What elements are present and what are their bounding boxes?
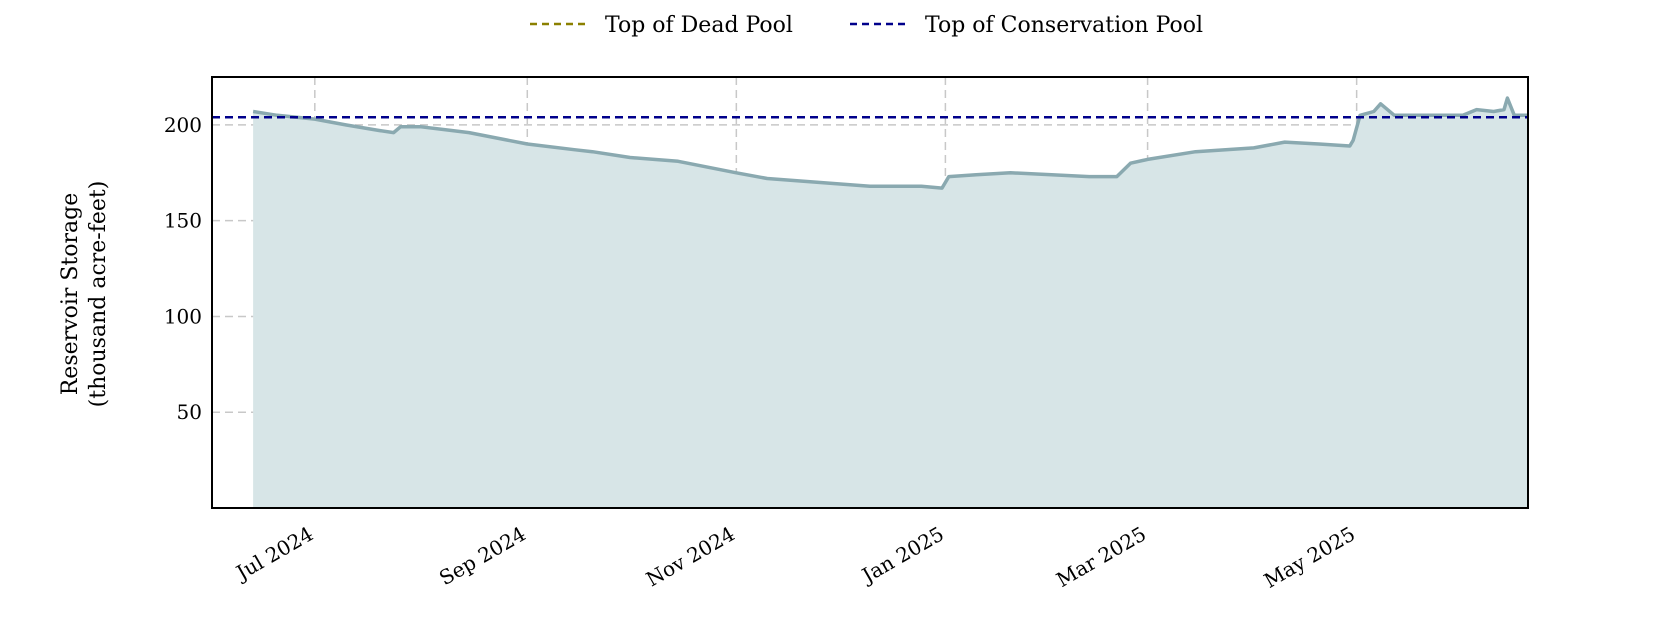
y-tick-label: 50 xyxy=(177,400,202,424)
x-tick-label: May 2025 xyxy=(1260,522,1359,593)
legend: Top of Dead Pool Top of Conservation Poo… xyxy=(530,13,1203,38)
x-tick-label: Sep 2024 xyxy=(435,522,530,591)
plot-frame xyxy=(211,76,1529,509)
y-tick-label: 150 xyxy=(164,209,202,233)
y-tick-label: 100 xyxy=(164,304,202,328)
storage-area-fill xyxy=(253,98,1529,508)
x-tick-label: Mar 2025 xyxy=(1052,522,1150,592)
storage-line xyxy=(252,96,1528,190)
series-layer xyxy=(252,96,1529,508)
y-axis-label-line-2: (thousand acre-feet) xyxy=(86,181,111,408)
x-tick-label: Jul 2024 xyxy=(230,522,317,586)
legend-label-dead-pool: Top of Dead Pool xyxy=(605,13,793,38)
y-axis-label: Reservoir Storage (thousand acre-feet) xyxy=(58,181,111,408)
y-tick-label: 200 xyxy=(164,113,202,137)
y-axis-label-line-1: Reservoir Storage xyxy=(58,193,83,396)
x-tick-label: Jan 2025 xyxy=(856,522,948,589)
x-tick-label: Nov 2024 xyxy=(642,522,739,592)
legend-label-conservation-pool: Top of Conservation Pool xyxy=(925,13,1203,38)
